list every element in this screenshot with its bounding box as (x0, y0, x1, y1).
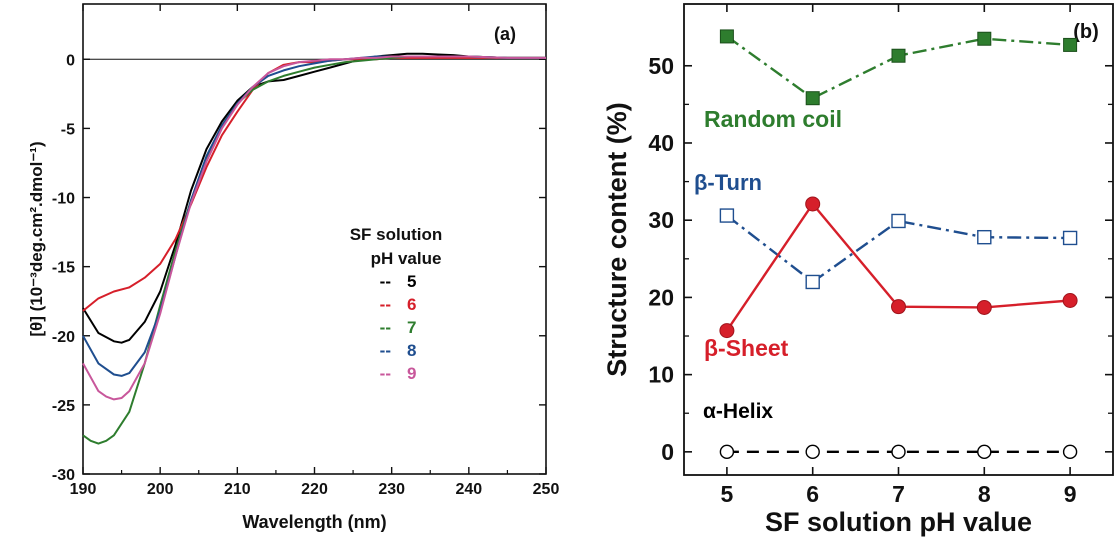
panel-a-frame (82, 3, 547, 475)
y-tick-label: -15 (52, 260, 75, 277)
y-tick-label: 40 (648, 130, 674, 156)
data-point-turn (805, 274, 820, 290)
legend-entry-label: 8 (407, 341, 416, 360)
data-point-randomcoil (891, 48, 906, 63)
x-axis-title: Wavelength (nm) (242, 512, 386, 532)
y-tick-label: -30 (52, 467, 75, 484)
x-tick-label: 240 (455, 481, 482, 498)
data-point-turn (1062, 230, 1078, 246)
x-tick-label: 9 (1064, 481, 1077, 507)
panel-b-chart: 5 6 7 8 9 0 10 20 30 40 50 SF solution pH value Stru… (602, 3, 1114, 537)
data-point-helix (719, 444, 735, 460)
data-point-sheet (805, 196, 821, 212)
x-axis-title: SF solution pH value (765, 507, 1032, 537)
data-point-helix (805, 444, 820, 460)
data-point-sheet (719, 323, 735, 339)
data-point-sheet (891, 299, 906, 315)
legend-entry-label: 5 (407, 272, 416, 291)
panel-a-label: (a) (494, 24, 516, 44)
x-tick-label: 230 (378, 481, 405, 498)
y-tick-label: 0 (661, 439, 674, 465)
panel-a-chart: 190 200 210 220 230 240 250 0 -5 -10 -15 -20 -25 -30 W… (27, 3, 560, 532)
x-tick-label: 5 (721, 481, 734, 507)
y-tick-label: -25 (52, 398, 75, 415)
y-axis-title: Structure content (%) (602, 102, 632, 377)
x-tick-label: 8 (978, 481, 991, 507)
legend-dash: -- (380, 295, 391, 314)
data-point-turn (977, 229, 992, 245)
legend-title-line1: SF solution (350, 225, 443, 244)
legend-entry-label: 7 (407, 318, 416, 337)
legend-dash: -- (380, 272, 391, 291)
legend-title-line2: pH value (371, 249, 442, 268)
y-tick-label: 20 (648, 284, 674, 310)
data-point-helix (1062, 444, 1078, 460)
series-line-turn (726, 214, 1071, 284)
data-point-randomcoil (1063, 37, 1078, 52)
y-tick-label: 0 (66, 52, 75, 69)
series-line-ph-7 (82, 55, 546, 445)
series-line-ph-9 (82, 55, 546, 401)
series-line-randomcoil (726, 35, 1071, 100)
y-tick-label: 50 (648, 53, 674, 79)
y-axis-title: [θ] (10⁻³deg.cm².dmol⁻¹) (27, 141, 46, 336)
data-point-helix (891, 444, 906, 460)
y-tick-label: 10 (648, 362, 674, 388)
y-tick-label: 30 (648, 207, 674, 233)
data-point-turn (891, 213, 906, 229)
y-tick-label: -20 (52, 329, 75, 346)
data-point-randomcoil (719, 29, 734, 44)
x-tick-label: 6 (806, 481, 819, 507)
legend-entry-label: 9 (407, 364, 416, 383)
y-tick-label: -10 (52, 191, 75, 208)
x-tick-label: 190 (70, 481, 97, 498)
y-tick-label: -5 (61, 121, 75, 138)
data-point-sheet (976, 299, 992, 315)
series-label: β-Sheet (704, 335, 789, 361)
legend-dash: -- (380, 341, 391, 360)
data-point-sheet (1062, 292, 1078, 308)
data-point-randomcoil (977, 31, 992, 46)
series-label: Random coil (704, 106, 842, 132)
x-tick-label: 250 (533, 481, 560, 498)
x-tick-label: 210 (224, 481, 251, 498)
legend-dash: -- (380, 364, 391, 383)
x-tick-label: 220 (301, 481, 328, 498)
panel-b-label: (b) (1073, 21, 1099, 43)
data-point-randomcoil (805, 91, 820, 106)
series-line-ph-5 (82, 52, 546, 344)
legend-dash: -- (380, 318, 391, 337)
series-line-ph-8 (82, 55, 546, 377)
legend-entry-label: 6 (407, 295, 416, 314)
x-tick-label: 200 (147, 481, 174, 498)
x-tick-label: 7 (892, 481, 905, 507)
data-point-helix (977, 444, 992, 460)
data-point-turn (719, 208, 735, 223)
series-label: α-Helix (703, 400, 773, 423)
series-line-ph-6 (82, 56, 546, 312)
series-label: β-Turn (694, 170, 762, 195)
